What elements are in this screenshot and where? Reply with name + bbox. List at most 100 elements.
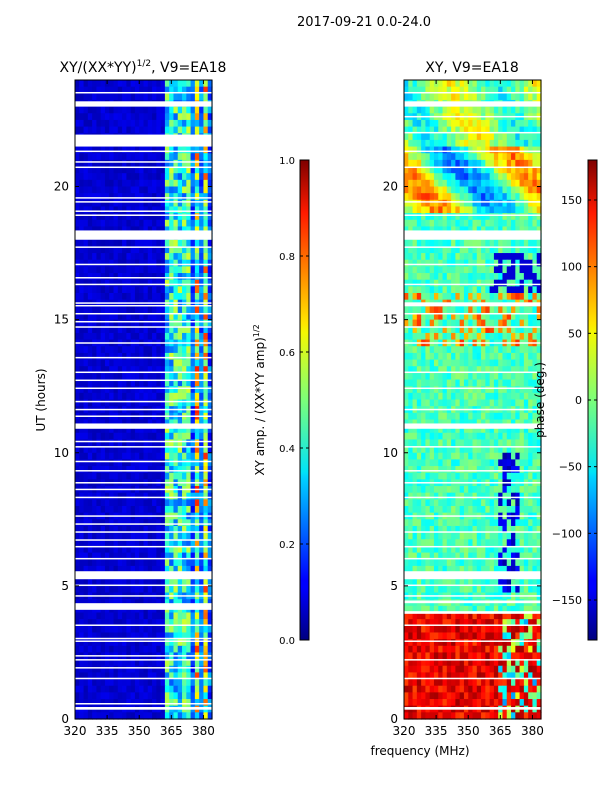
heatmap-cell xyxy=(207,366,213,374)
heatmap-cell xyxy=(104,219,110,228)
heatmap-cell xyxy=(416,332,422,341)
heatmap-cell xyxy=(104,293,110,301)
heatmap-cell xyxy=(182,153,187,161)
heatmap-cell xyxy=(169,186,175,194)
heatmap-cell xyxy=(117,106,123,114)
heatmap-cell xyxy=(169,153,175,161)
heatmap-cell xyxy=(173,386,179,394)
heatmap-cell xyxy=(207,239,213,248)
heatmap-cell xyxy=(130,253,136,261)
heatmap-cell xyxy=(199,279,205,287)
heatmap-cell xyxy=(199,106,205,114)
heatmap-cell xyxy=(511,372,516,381)
heatmap-cell xyxy=(502,186,508,194)
heatmap-cell xyxy=(126,239,132,248)
heatmap-cell xyxy=(139,459,145,467)
heatmap-cell xyxy=(421,352,427,361)
heatmap-cell xyxy=(152,639,157,647)
heatmap-cell xyxy=(468,452,474,461)
heatmap-cell xyxy=(126,699,132,707)
heatmap-cell xyxy=(408,139,414,148)
heatmap-cell xyxy=(160,679,166,687)
heatmap-cell xyxy=(143,86,149,94)
heatmap-cell xyxy=(438,106,444,114)
heatmap-cell xyxy=(96,153,102,161)
heatmap-cell xyxy=(117,599,123,607)
heatmap-cell xyxy=(83,159,89,168)
heatmap-cell xyxy=(455,119,461,128)
heatmap-cell xyxy=(515,166,521,174)
heatmap-cell xyxy=(511,219,516,228)
heatmap-cell xyxy=(104,466,110,474)
heatmap-cell xyxy=(75,159,80,168)
heatmap-cell xyxy=(190,672,196,680)
heatmap-cell xyxy=(164,632,170,640)
heatmap-cell xyxy=(207,379,213,387)
heatmap-cell xyxy=(164,246,170,254)
heatmap-cell xyxy=(75,119,80,128)
heatmap-cell xyxy=(143,446,149,454)
heatmap-cell xyxy=(404,86,409,94)
heatmap-cell xyxy=(438,432,444,441)
heatmap-cell xyxy=(416,246,422,254)
heatmap-cell xyxy=(199,113,205,121)
heatmap-cell xyxy=(173,639,179,647)
heatmap-cell xyxy=(506,213,512,221)
heatmap-cell xyxy=(75,679,80,687)
heatmap-cell xyxy=(182,193,187,201)
heatmap-cell xyxy=(528,266,534,274)
heatmap-cell xyxy=(130,219,136,228)
heatmap-cell xyxy=(519,312,525,321)
heatmap-cell xyxy=(186,552,192,560)
heatmap-cell xyxy=(92,466,98,474)
heatmap-cell xyxy=(199,672,205,680)
heatmap-cell xyxy=(207,246,213,254)
heatmap-cell xyxy=(169,273,175,281)
heatmap-cell xyxy=(485,199,491,208)
heatmap-cell xyxy=(156,266,162,274)
heatmap-cell xyxy=(96,266,102,274)
heatmap-cell xyxy=(408,239,414,248)
heatmap-cell xyxy=(472,419,478,427)
heatmap-cell xyxy=(156,346,162,354)
heatmap-cell xyxy=(498,146,504,154)
heatmap-cell xyxy=(139,386,145,394)
heatmap-cell xyxy=(207,346,213,354)
heatmap-cell xyxy=(92,153,98,161)
heatmap-cell xyxy=(404,399,409,407)
heatmap-cell xyxy=(96,366,102,374)
heatmap-cell xyxy=(199,93,205,101)
heatmap-cell xyxy=(194,259,200,267)
heatmap-cell xyxy=(79,392,85,401)
heatmap-cell xyxy=(96,293,102,301)
heatmap-cell xyxy=(177,312,183,321)
heatmap-cell xyxy=(489,253,495,261)
heatmap-cell xyxy=(455,193,461,201)
heatmap-cell xyxy=(130,326,136,334)
heatmap-cell xyxy=(502,226,508,234)
heatmap-cell xyxy=(169,113,175,121)
heatmap-cell xyxy=(523,352,529,361)
heatmap-cell xyxy=(199,119,205,128)
heatmap-cell xyxy=(408,446,414,454)
heatmap-cell xyxy=(160,525,166,534)
heatmap-cell xyxy=(152,712,157,720)
heatmap-cell xyxy=(493,199,499,208)
heatmap-cell xyxy=(147,519,153,527)
heatmap-cell xyxy=(152,359,157,367)
heatmap-cell xyxy=(177,359,183,367)
heatmap-cell xyxy=(156,639,162,647)
heatmap-cell xyxy=(143,665,149,674)
heatmap-cell xyxy=(199,692,205,700)
heatmap-cell xyxy=(493,246,499,254)
heatmap-cell xyxy=(519,439,525,447)
heatmap-cell xyxy=(134,439,140,447)
heatmap-cell xyxy=(493,186,499,194)
heatmap-cell xyxy=(523,133,529,141)
heatmap-cell xyxy=(143,426,149,434)
heatmap-cell xyxy=(459,193,465,201)
heatmap-cell xyxy=(433,213,439,221)
heatmap-cell xyxy=(194,519,200,527)
heatmap-cell xyxy=(139,432,145,441)
